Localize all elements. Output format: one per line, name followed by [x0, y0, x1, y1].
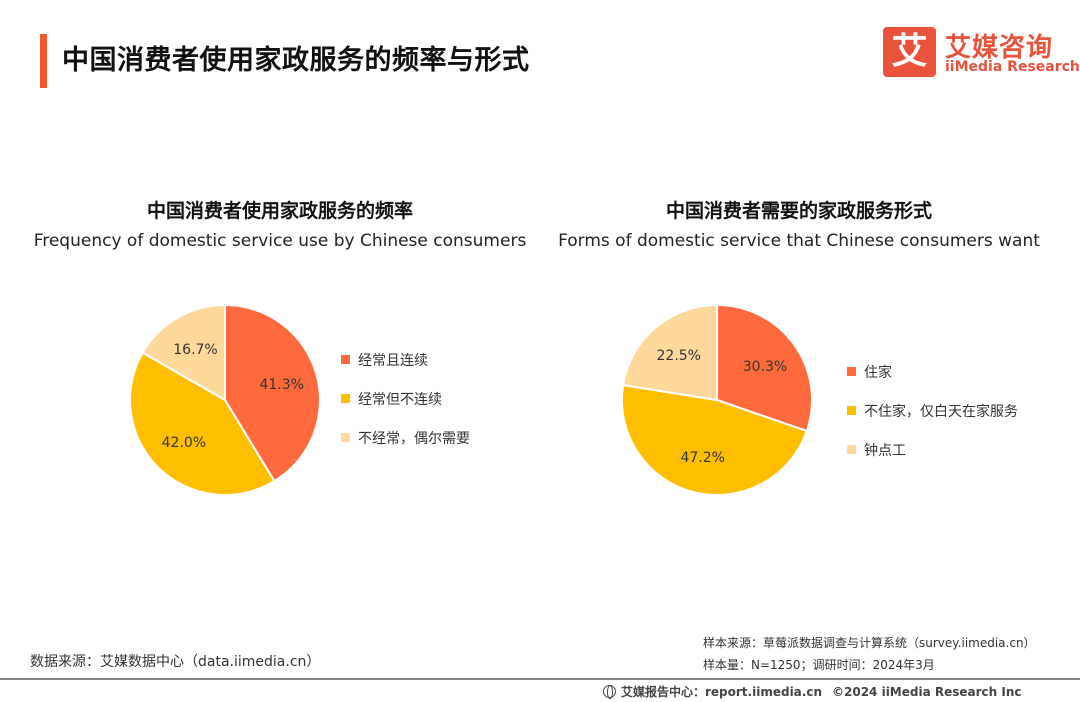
chart2-subtitle: Forms of domestic service that Chinese c… [558, 231, 1040, 251]
footer-bottom: 艾媒报告中心：report.iimedia.cn ©2024 iiMedia Re… [603, 683, 1032, 700]
sample-size: 样本量：N=1250；调研时间：2024年3月 [703, 658, 935, 672]
sample-source: 样本来源：草莓派数据调查与计算系统（survey.iimedia.cn） [703, 636, 1036, 650]
chart1-slice-1 [129, 351, 276, 496]
chart1-title: 中国消费者使用家政服务的频率 [146, 200, 413, 222]
footer-divider [0, 678, 1080, 680]
chart1-subtitle: Frequency of domestic service use by Chi… [33, 231, 527, 251]
chart2-slice-0 [716, 303, 813, 433]
chart1-legend-swatch-2 [341, 433, 350, 442]
chart1-legend-swatch-0 [341, 355, 350, 364]
chart2-legend-label-0: 住家 [864, 365, 892, 381]
chart2-legend-label-2: 钟点工 [864, 443, 906, 459]
logo-english-text: iiMedia Research [945, 59, 1080, 75]
chart2-legend-swatch-1 [847, 406, 856, 415]
chart2-slice-label-0: 30.3% [743, 359, 787, 375]
chart2-slice-1 [621, 383, 809, 496]
data-source: 数据来源：艾媒数据中心（data.iimedia.cn） [30, 654, 321, 670]
globe-icon [603, 685, 616, 699]
chart1-slice-label-0: 41.3% [259, 377, 303, 393]
chart2-slice-label-2: 22.5% [657, 348, 701, 364]
chart1-legend-label-0: 经常且连续 [358, 353, 428, 369]
chart1-legend-label-2: 不经常，偶尔需要 [358, 431, 470, 447]
chart1-slice-label-2: 16.7% [173, 342, 217, 358]
chart1-legend-label-1: 经常但不连续 [358, 392, 442, 408]
logo-mark: 艾 [883, 27, 936, 77]
chart2-slice-2 [622, 303, 718, 402]
chart2-legend-swatch-0 [847, 367, 856, 376]
chart1-slice-2 [141, 303, 226, 402]
title-accent-bar [40, 34, 47, 88]
chart1-legend-swatch-1 [341, 394, 350, 403]
report-center-link[interactable]: 艾媒报告中心：report.iimedia.cn [621, 685, 822, 699]
chart2-legend-label-1: 不住家，仅白天在家服务 [864, 404, 1018, 420]
chart2-legend-swatch-2 [847, 445, 856, 454]
page-title: 中国消费者使用家政服务的频率与形式 [62, 45, 530, 76]
pie-chart-forms: 30.3% 47.2% 22.5% [621, 303, 813, 496]
chart2-title: 中国消费者需要的家政服务形式 [665, 200, 932, 222]
copyright: ©2024 iiMedia Research Inc [832, 685, 1022, 699]
chart2-slice-label-1: 47.2% [680, 450, 724, 466]
pie-chart-frequency: 41.3% 42.0% 16.7% [129, 303, 321, 496]
iimedia-logo: 艾 艾媒咨询 iiMedia Research [883, 27, 1080, 79]
logo-chinese-text: 艾媒咨询 [945, 33, 1054, 63]
chart1-slice-label-1: 42.0% [162, 435, 206, 451]
